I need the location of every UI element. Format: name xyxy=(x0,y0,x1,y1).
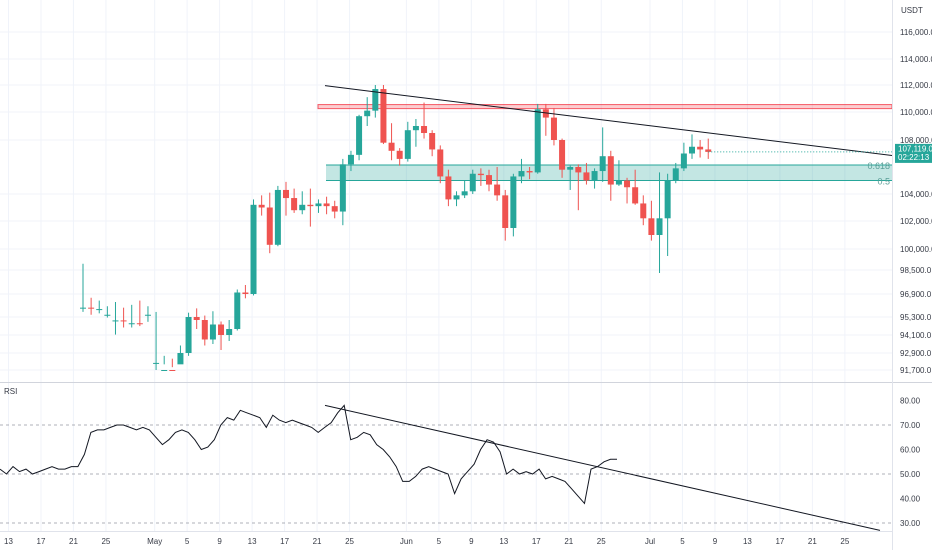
price-tick-label: 96,900.0 xyxy=(900,290,932,299)
time-tick-label: 5 xyxy=(680,537,685,546)
time-tick-label: 13 xyxy=(499,537,508,546)
price-tick-label: 110,000.0 xyxy=(900,108,932,117)
candle[interactable] xyxy=(186,313,192,356)
price-tick-label: 116,000.0 xyxy=(900,28,932,37)
price-tick-label: 92,900.0 xyxy=(900,349,932,358)
candle[interactable] xyxy=(535,104,541,174)
time-tick-label: 9 xyxy=(713,537,718,546)
time-tick-label: 25 xyxy=(597,537,606,546)
time-tick-label: 25 xyxy=(345,537,354,546)
rsi-tick-label: 40.00 xyxy=(900,495,921,504)
time-tick-label: 21 xyxy=(313,537,322,546)
time-tick-label: 17 xyxy=(532,537,541,546)
time-tick-label: 5 xyxy=(437,537,442,546)
rsi-tick-label: 60.00 xyxy=(900,446,921,455)
time-tick-label: 5 xyxy=(185,537,190,546)
price-tick-label: 91,700.0 xyxy=(900,366,932,375)
price-tick-label: 94,100.0 xyxy=(900,331,932,340)
candle[interactable] xyxy=(356,115,362,160)
price-tick-label: 102,000.0 xyxy=(900,217,932,226)
countdown-label: 02:22:13 xyxy=(898,153,930,162)
time-tick-label: 25 xyxy=(101,537,110,546)
time-tick-label: 13 xyxy=(743,537,752,546)
price-tick-label: 95,300.0 xyxy=(900,313,932,322)
time-tick-label: 9 xyxy=(217,537,222,546)
currency-label: USDT xyxy=(901,6,923,15)
price-tick-label: 98,500.0 xyxy=(900,266,932,275)
resistance-zone[interactable] xyxy=(318,105,892,109)
time-tick-label: Jul xyxy=(645,537,655,546)
candle[interactable] xyxy=(251,199,257,295)
price-tick-label: 100,000.0 xyxy=(900,245,932,254)
candle[interactable] xyxy=(234,290,240,331)
time-tick-label: 21 xyxy=(808,537,817,546)
rsi-tick-label: 50.00 xyxy=(900,470,921,479)
price-tick-label: 114,000.0 xyxy=(900,55,932,64)
candle[interactable] xyxy=(380,85,386,144)
rsi-tick-label: 80.00 xyxy=(900,397,921,406)
rsi-label: RSI xyxy=(4,387,17,396)
time-tick-label: 13 xyxy=(4,537,13,546)
fib-label: 0.5 xyxy=(877,177,890,187)
time-tick-label: Jun xyxy=(400,537,413,546)
time-tick-label: 17 xyxy=(775,537,784,546)
price-tick-label: 104,000.0 xyxy=(900,190,932,199)
time-tick-label: May xyxy=(147,537,162,546)
time-tick-label: 21 xyxy=(69,537,78,546)
time-tick-label: 21 xyxy=(564,537,573,546)
candle[interactable] xyxy=(275,186,281,246)
time-tick-label: 25 xyxy=(840,537,849,546)
rsi-tick-label: 30.00 xyxy=(900,519,921,528)
candle[interactable] xyxy=(510,174,516,237)
rsi-tick-label: 70.00 xyxy=(900,421,921,430)
fib-label: 0.618 xyxy=(867,161,890,171)
current-price-badge: 107,119.0 02:22:13 xyxy=(895,144,932,163)
time-tick-label: 13 xyxy=(248,537,257,546)
time-tick-label: 9 xyxy=(469,537,474,546)
price-tick-label: 112,000.0 xyxy=(900,81,932,90)
time-tick-label: 17 xyxy=(280,537,289,546)
time-tick-label: 17 xyxy=(37,537,46,546)
